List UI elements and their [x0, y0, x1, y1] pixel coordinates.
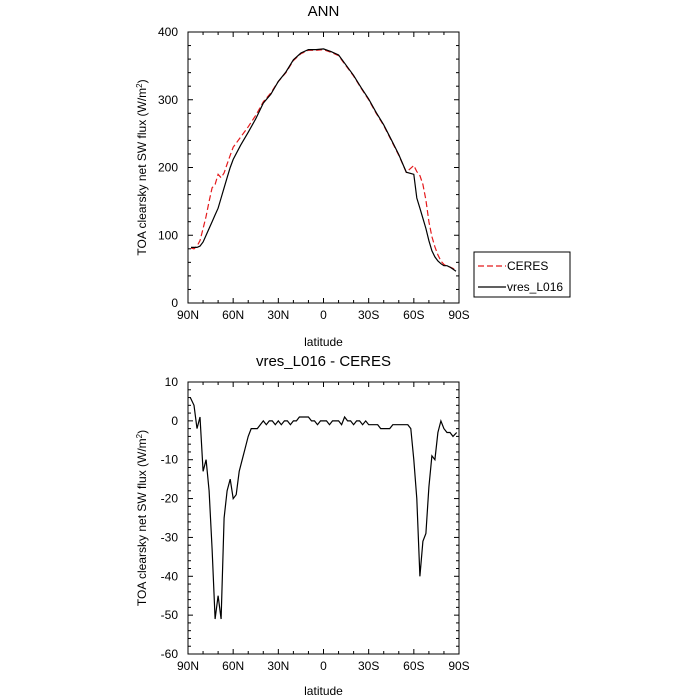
bottom-chart-x-axis-label: latitude — [304, 684, 343, 698]
x-tick-label: 30S — [358, 308, 379, 322]
bottom-chart-frame — [187, 381, 460, 655]
top-chart-frame — [187, 31, 460, 304]
y-tick-label: -60 — [161, 647, 179, 661]
x-tick-label: 30N — [267, 659, 289, 673]
y-tick-label: 100 — [158, 228, 178, 242]
legend-box — [473, 251, 571, 298]
x-tick-label: 0 — [320, 308, 327, 322]
bottom-chart-ticks: 90N 60N 30N 0 30S 60S 90S -60 -50 -40 -30 -20 -10 0 10 — [161, 375, 470, 673]
y-tick-label: -30 — [161, 530, 179, 544]
y-tick-label: 0 — [171, 296, 178, 310]
legend-label-ceres: CERES — [507, 259, 548, 273]
top-chart-panel: ANN 90N 60N 30N 0 30S 60S 90S 0 100 200 300 400 lat… — [135, 3, 571, 349]
bottom-chart-title: vres_L016 - CERES — [256, 353, 391, 370]
x-tick-label: 90S — [448, 308, 469, 322]
y-tick-label: 300 — [158, 93, 178, 107]
x-tick-label: 30S — [358, 659, 379, 673]
y-tick-label: -40 — [161, 569, 179, 583]
x-tick-label: 60S — [403, 659, 424, 673]
x-tick-label: 0 — [320, 659, 327, 673]
series-line-0 — [190, 48, 457, 271]
series-line-1 — [191, 48, 457, 272]
top-chart-ticks: 90N 60N 30N 0 30S 60S 90S 0 100 200 300 400 — [158, 25, 470, 322]
x-tick-label: 30N — [267, 308, 289, 322]
bottom-chart-y-axis-label: TOA clearsky net SW flux (W/m2) — [135, 430, 149, 606]
y-tick-label: -10 — [161, 453, 179, 467]
y-tick-label: 400 — [158, 25, 178, 39]
x-tick-label: 90N — [177, 308, 199, 322]
x-tick-label: 90N — [177, 659, 199, 673]
series-line-0 — [189, 397, 458, 620]
bottom-chart-series — [189, 397, 458, 620]
x-tick-label: 60S — [403, 308, 424, 322]
y-tick-label: 10 — [165, 375, 179, 389]
top-chart-x-axis-label: latitude — [304, 335, 343, 349]
top-chart-title: ANN — [308, 3, 340, 20]
x-tick-label: 90S — [448, 659, 469, 673]
y-tick-label: -20 — [161, 492, 179, 506]
top-chart-y-axis-label: TOA clearsky net SW flux (W/m2) — [135, 79, 149, 255]
legend-label-vres: vres_L016 — [507, 280, 563, 294]
top-chart-series — [190, 48, 457, 272]
bottom-chart-panel: vres_L016 - CERES 90N 60N 30N 0 30S 60S 90S -60… — [135, 353, 470, 698]
y-tick-label: -50 — [161, 608, 179, 622]
y-tick-label: 200 — [158, 161, 178, 175]
x-tick-label: 60N — [222, 308, 244, 322]
x-tick-label: 60N — [222, 659, 244, 673]
y-tick-label: 0 — [171, 414, 178, 428]
top-chart-legend: CERES vres_L016 — [473, 251, 571, 298]
